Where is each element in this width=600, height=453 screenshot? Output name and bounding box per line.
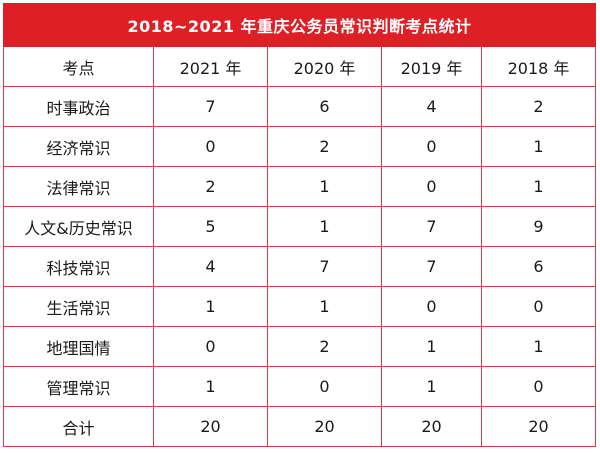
row-label-cell: 法律常识 bbox=[3, 166, 154, 207]
value-cell: 7 bbox=[381, 246, 482, 287]
header-cell-2020: 2020 年 bbox=[267, 46, 382, 87]
value-cell: 0 bbox=[480, 366, 597, 407]
value-cell: 1 bbox=[267, 286, 382, 327]
row-label-cell: 人文&历史常识 bbox=[3, 206, 154, 247]
row-label-cell: 经济常识 bbox=[3, 126, 154, 167]
table-body: 2018~2021 年重庆公务员常识判断考点统计 考点 2021 年 2020 … bbox=[2, 3, 597, 447]
value-cell: 0 bbox=[381, 286, 482, 327]
table-row: 科技常识 4 7 7 6 bbox=[3, 246, 597, 287]
value-cell: 1 bbox=[267, 206, 382, 247]
value-cell: 20 bbox=[381, 406, 482, 447]
value-cell: 4 bbox=[153, 246, 268, 287]
value-cell: 20 bbox=[267, 406, 382, 447]
value-cell: 20 bbox=[480, 406, 597, 447]
value-cell: 7 bbox=[267, 246, 382, 287]
header-cell-2018: 2018 年 bbox=[480, 46, 597, 87]
table-title: 2018~2021 年重庆公务员常识判断考点统计 bbox=[2, 3, 597, 47]
value-cell: 20 bbox=[153, 406, 268, 447]
value-cell: 1 bbox=[480, 326, 597, 367]
value-cell: 1 bbox=[153, 366, 268, 407]
value-cell: 0 bbox=[267, 366, 382, 407]
value-cell: 0 bbox=[153, 326, 268, 367]
row-label-cell: 合计 bbox=[3, 406, 154, 447]
value-cell: 2 bbox=[480, 86, 597, 127]
header-row: 考点 2021 年 2020 年 2019 年 2018 年 bbox=[3, 46, 597, 87]
table-row: 时事政治 7 6 4 2 bbox=[3, 86, 597, 127]
value-cell: 1 bbox=[267, 166, 382, 207]
value-cell: 0 bbox=[153, 126, 268, 167]
value-cell: 1 bbox=[153, 286, 268, 327]
header-cell-topic: 考点 bbox=[3, 46, 154, 87]
value-cell: 0 bbox=[381, 166, 482, 207]
row-label-cell: 生活常识 bbox=[3, 286, 154, 327]
table-row: 经济常识 0 2 0 1 bbox=[3, 126, 597, 167]
value-cell: 1 bbox=[480, 166, 597, 207]
table-row: 地理国情 0 2 1 1 bbox=[3, 326, 597, 367]
value-cell: 1 bbox=[480, 126, 597, 167]
row-label-cell: 科技常识 bbox=[3, 246, 154, 287]
value-cell: 4 bbox=[381, 86, 482, 127]
value-cell: 2 bbox=[267, 126, 382, 167]
value-cell: 5 bbox=[153, 206, 268, 247]
value-cell: 1 bbox=[381, 366, 482, 407]
table-row: 人文&历史常识 5 1 7 9 bbox=[3, 206, 597, 247]
row-label-cell: 管理常识 bbox=[3, 366, 154, 407]
header-cell-2021: 2021 年 bbox=[153, 46, 268, 87]
table-row: 管理常识 1 0 1 0 bbox=[3, 366, 597, 407]
value-cell: 2 bbox=[267, 326, 382, 367]
value-cell: 0 bbox=[381, 126, 482, 167]
value-cell: 2 bbox=[153, 166, 268, 207]
value-cell: 1 bbox=[381, 326, 482, 367]
value-cell: 6 bbox=[480, 246, 597, 287]
row-label-cell: 时事政治 bbox=[3, 86, 154, 127]
value-cell: 7 bbox=[381, 206, 482, 247]
table-row: 合计 20 20 20 20 bbox=[3, 406, 597, 447]
table-row: 法律常识 2 1 0 1 bbox=[3, 166, 597, 207]
row-label-cell: 地理国情 bbox=[3, 326, 154, 367]
value-cell: 7 bbox=[153, 86, 268, 127]
value-cell: 6 bbox=[267, 86, 382, 127]
value-cell: 9 bbox=[480, 206, 597, 247]
value-cell: 0 bbox=[480, 286, 597, 327]
table-row: 生活常识 1 1 0 0 bbox=[3, 286, 597, 327]
header-cell-2019: 2019 年 bbox=[381, 46, 482, 87]
stats-table: 2018~2021 年重庆公务员常识判断考点统计 考点 2021 年 2020 … bbox=[2, 3, 597, 447]
title-row: 2018~2021 年重庆公务员常识判断考点统计 bbox=[2, 3, 597, 47]
